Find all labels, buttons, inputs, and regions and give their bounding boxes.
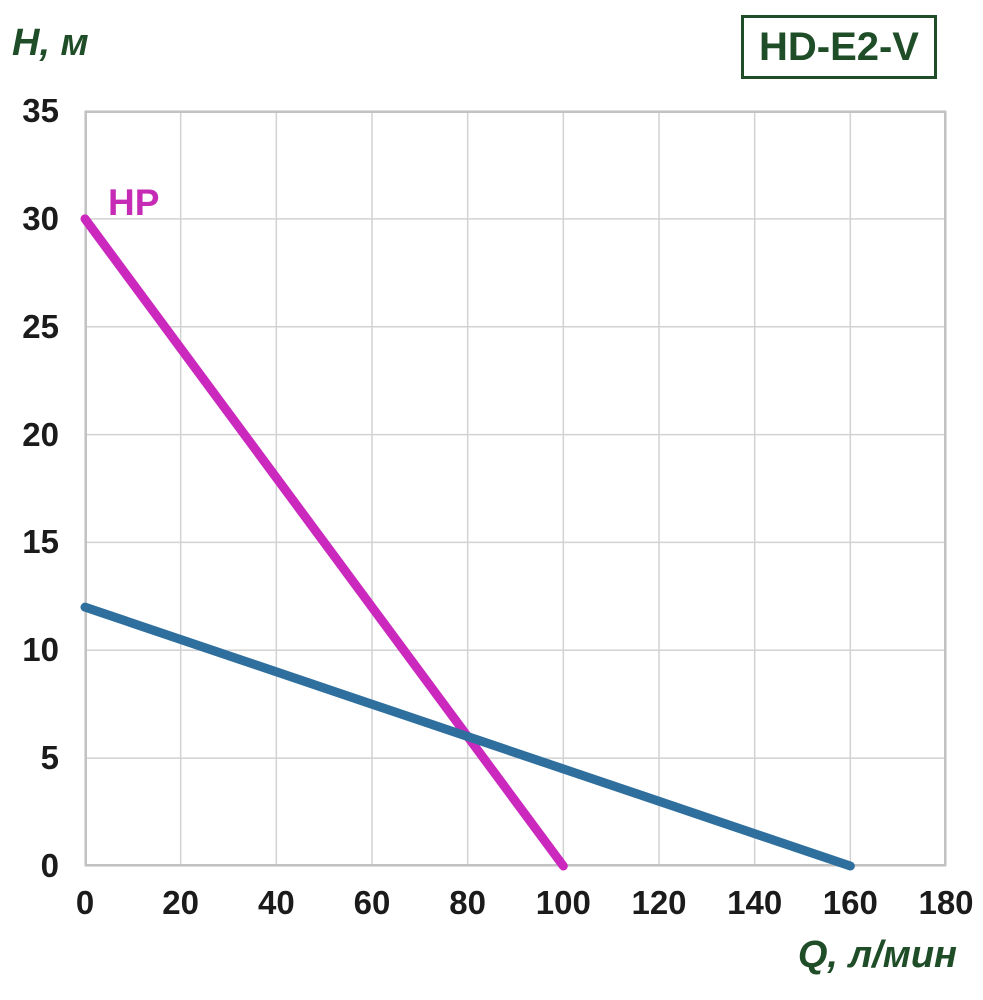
y-tick-label: 30 [22, 199, 59, 237]
x-tick-label: 160 [822, 884, 878, 921]
series-label-hp: HP [108, 182, 160, 223]
x-tick-label: 60 [353, 884, 391, 921]
x-tick-label: 20 [162, 884, 200, 921]
y-tick-label: 0 [40, 847, 59, 884]
y-tick-label: 35 [22, 92, 59, 129]
y-tick-label: 25 [22, 307, 59, 345]
plot-border [85, 111, 946, 866]
x-tick-label: 40 [257, 884, 295, 921]
x-tick-label: 120 [631, 884, 687, 921]
series-line-pump-curve [80, 602, 855, 871]
y-axis-title: H, м [12, 22, 89, 64]
model-badge: HD-E2-V [740, 15, 937, 79]
series-line-hp [80, 214, 568, 871]
y-tick-label: 20 [22, 415, 59, 453]
y-tick-label: 15 [22, 523, 59, 561]
x-axis-title: Q, л/мин [797, 934, 957, 976]
x-tick-label: 140 [727, 884, 783, 921]
x-tick-label: 0 [75, 884, 95, 921]
plot-area [80, 110, 947, 871]
y-tick-label: 5 [40, 739, 59, 777]
x-tick-label: 100 [535, 884, 591, 921]
x-tick-label: 80 [449, 884, 487, 921]
chart-canvas [80, 110, 947, 871]
x-tick-label: 180 [918, 884, 974, 921]
y-tick-label: 10 [22, 631, 59, 669]
